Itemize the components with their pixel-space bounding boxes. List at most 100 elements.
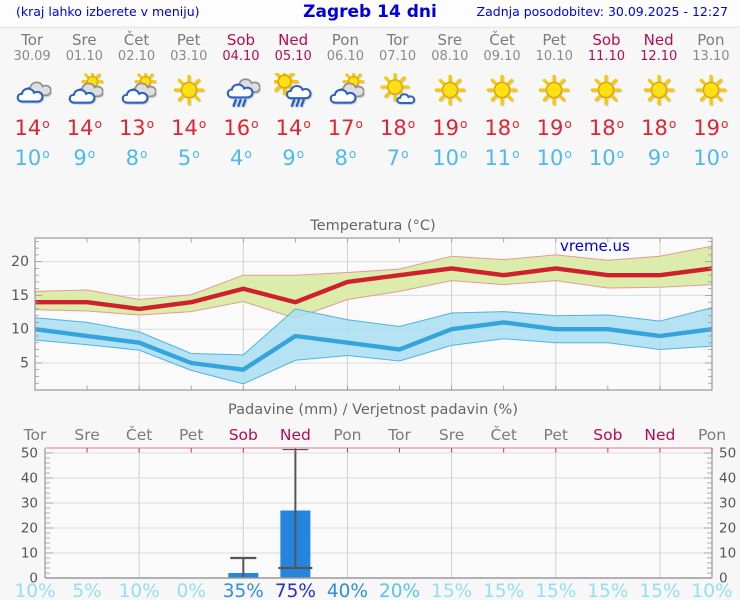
day-column: Čet 02.10 13o 8o <box>110 31 162 173</box>
precipitation-plot: Tor Sre Čet Pet Sob Ned Pon Tor Sre Čet Pet Sob Ned P… <box>14 425 736 600</box>
page-title: Zagreb 14 dni <box>303 2 437 22</box>
day-date: 05.10 <box>274 49 312 64</box>
day-name: Pet <box>542 31 567 49</box>
max-temp: 17o <box>327 116 363 140</box>
day-name: Sob <box>592 31 621 49</box>
min-temp: 9o <box>73 146 96 170</box>
precip-y-tick-label-left: 20 <box>21 521 38 537</box>
day-column: Sob 11.10 18o 10o <box>580 31 632 173</box>
max-temp: 19o <box>693 116 729 140</box>
location-hint: (kraj lahko izberete v meniju) <box>16 4 200 19</box>
sun-rain-icon <box>274 73 312 109</box>
min-temp: 9o <box>282 146 305 170</box>
day-name: Tor <box>386 31 409 49</box>
precip-day-label: Tor <box>23 426 47 444</box>
precip-probability-label: 5% <box>72 581 101 600</box>
precip-y-tick-label-left: 30 <box>21 496 38 512</box>
precip-day-label: Pon <box>333 426 361 444</box>
min-temp: 10o <box>588 146 625 170</box>
day-column: Pon 13.10 19o 10o <box>685 31 737 173</box>
min-temp: 4o <box>230 146 252 170</box>
max-temp: 19o <box>536 116 572 140</box>
precip-day-label: Sre <box>74 426 99 444</box>
precipitation-chart-title: Padavine (mm) / Verjetnost padavin (%) <box>228 402 518 418</box>
day-name: Pon <box>331 31 359 49</box>
precip-probability-label: 15% <box>587 581 628 600</box>
watermark: vreme.us <box>560 237 630 255</box>
precip-y-tick-label-right: 50 <box>719 446 736 462</box>
precip-day-label: Čet <box>490 425 516 444</box>
day-date: 06.10 <box>326 49 364 64</box>
min-temp: 10o <box>693 146 729 170</box>
sun-icon <box>692 73 730 109</box>
partly-icon <box>326 73 364 109</box>
sun-icon <box>587 73 625 109</box>
max-temp: 18o <box>484 116 520 140</box>
min-temp: 11o <box>484 146 520 170</box>
day-column: Pon 06.10 17o 8o <box>319 31 371 173</box>
day-date: 02.10 <box>117 49 156 64</box>
precip-y-tick-label-left: 50 <box>21 446 38 462</box>
precip-probability-label: 10% <box>691 581 732 600</box>
day-date: 08.10 <box>431 49 469 64</box>
sun-icon <box>535 73 573 109</box>
rain-icon <box>222 73 260 109</box>
day-column: Sre 01.10 14o 9o <box>58 31 110 173</box>
precip-day-label: Pet <box>544 426 568 444</box>
precip-probability-label: 15% <box>431 581 472 600</box>
max-temp: 18o <box>380 116 416 140</box>
precip-y-tick-label-right: 0 <box>719 571 728 587</box>
precip-day-label: Ned <box>280 426 311 444</box>
min-temp: 10o <box>14 146 50 170</box>
max-temp: 13o <box>118 116 155 140</box>
cloudy-icon <box>13 73 51 109</box>
precip-probability-label: 10% <box>119 581 160 600</box>
day-column: Ned 05.10 14o 9o <box>267 31 319 173</box>
sun-icon <box>431 73 469 109</box>
min-temp: 10o <box>432 146 468 170</box>
sun-icon <box>640 73 678 109</box>
day-date: 04.10 <box>222 49 260 64</box>
day-column: Čet 09.10 18o 11o <box>476 31 528 173</box>
day-date: 11.10 <box>587 49 626 64</box>
precip-probability-label: 75% <box>275 581 316 600</box>
min-temp: 10o <box>536 146 572 170</box>
day-name: Ned <box>278 31 309 49</box>
max-temp: 16o <box>223 116 259 140</box>
day-name: Sre <box>72 31 97 49</box>
partly-icon <box>65 73 103 109</box>
partly-icon <box>118 73 156 109</box>
day-name: Ned <box>643 31 674 49</box>
day-date: 10.10 <box>535 49 573 64</box>
precip-probability-label: 10% <box>14 581 55 600</box>
day-column: Pet 10.10 19o 10o <box>528 31 580 173</box>
temperature-chart: 5 10 15 20 Temperatura (°C) vreme.us <box>11 218 713 391</box>
temp-y-tick-label: 15 <box>11 288 29 304</box>
sun-icon <box>170 73 208 109</box>
max-temp: 19o <box>432 116 468 140</box>
day-date: 07.10 <box>378 49 417 64</box>
precip-y-tick-label-left: 10 <box>21 546 38 562</box>
precip-probability-label: 15% <box>639 581 680 600</box>
min-temp: 7o <box>386 146 409 170</box>
day-column: Tor 07.10 18o 7o <box>372 31 424 173</box>
precip-day-label: Čet <box>126 425 152 444</box>
forecast-day-table: Tor 30.09 14o 10o Sre 01.10 14o 9o Čet 02.10 13o 8o… <box>6 31 737 173</box>
max-temp: 18o <box>641 116 677 140</box>
precip-day-label: Pon <box>698 426 726 444</box>
precip-day-label: Sre <box>439 426 464 444</box>
day-column: Sre 08.10 19o 10o <box>424 31 476 173</box>
precip-probability-label: 15% <box>483 581 524 600</box>
precip-y-tick-label-right: 10 <box>719 546 736 562</box>
day-name: Sob <box>226 31 256 49</box>
precip-y-tick-label-right: 20 <box>719 521 736 537</box>
precip-day-label: Ned <box>644 426 675 444</box>
min-temp: 5o <box>177 146 200 170</box>
precipitation-chart: Tor Sre Čet Pet Sob Ned Pon Tor Sre Čet Pet Sob Ned P… <box>14 402 736 600</box>
temp-y-tick-label: 5 <box>20 355 29 371</box>
max-temp: 14o <box>66 116 102 140</box>
day-date: 30.09 <box>13 49 51 64</box>
day-column: Sob 04.10 16o 4o <box>215 31 267 173</box>
day-name: Pon <box>697 31 725 49</box>
